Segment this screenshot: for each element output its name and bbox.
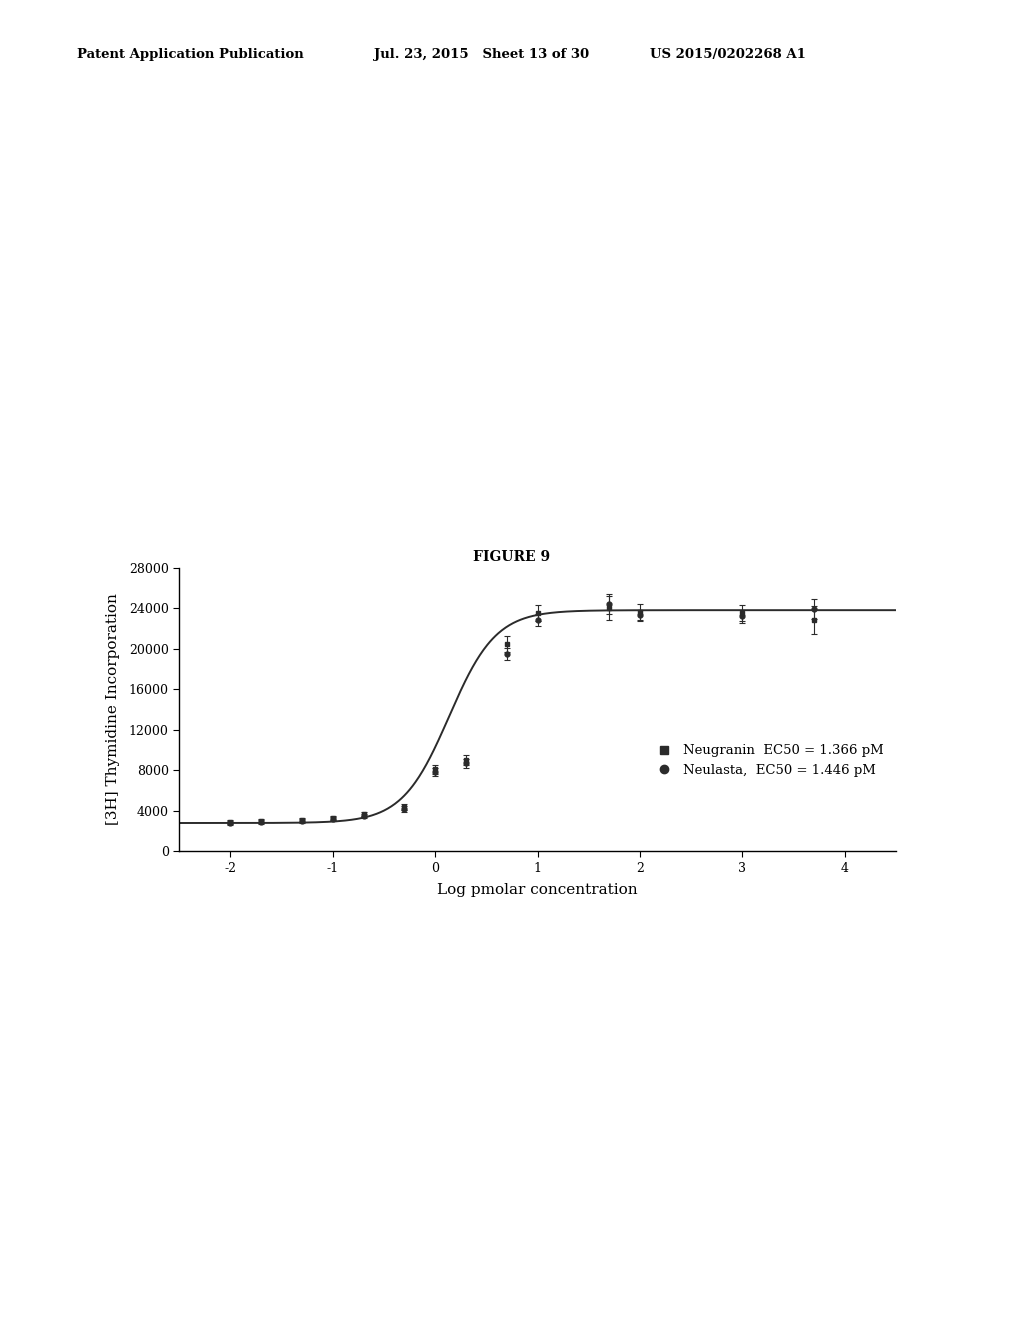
Y-axis label: [3H] Thymidine Incorporation: [3H] Thymidine Incorporation bbox=[106, 594, 121, 825]
Legend: Neugranin  EC50 = 1.366 pM, Neulasta,  EC50 = 1.446 pM: Neugranin EC50 = 1.366 pM, Neulasta, EC5… bbox=[645, 739, 890, 783]
Text: US 2015/0202268 A1: US 2015/0202268 A1 bbox=[650, 48, 806, 61]
Text: Patent Application Publication: Patent Application Publication bbox=[77, 48, 303, 61]
X-axis label: Log pmolar concentration: Log pmolar concentration bbox=[437, 883, 638, 898]
Text: Jul. 23, 2015   Sheet 13 of 30: Jul. 23, 2015 Sheet 13 of 30 bbox=[374, 48, 589, 61]
Text: FIGURE 9: FIGURE 9 bbox=[473, 550, 551, 564]
